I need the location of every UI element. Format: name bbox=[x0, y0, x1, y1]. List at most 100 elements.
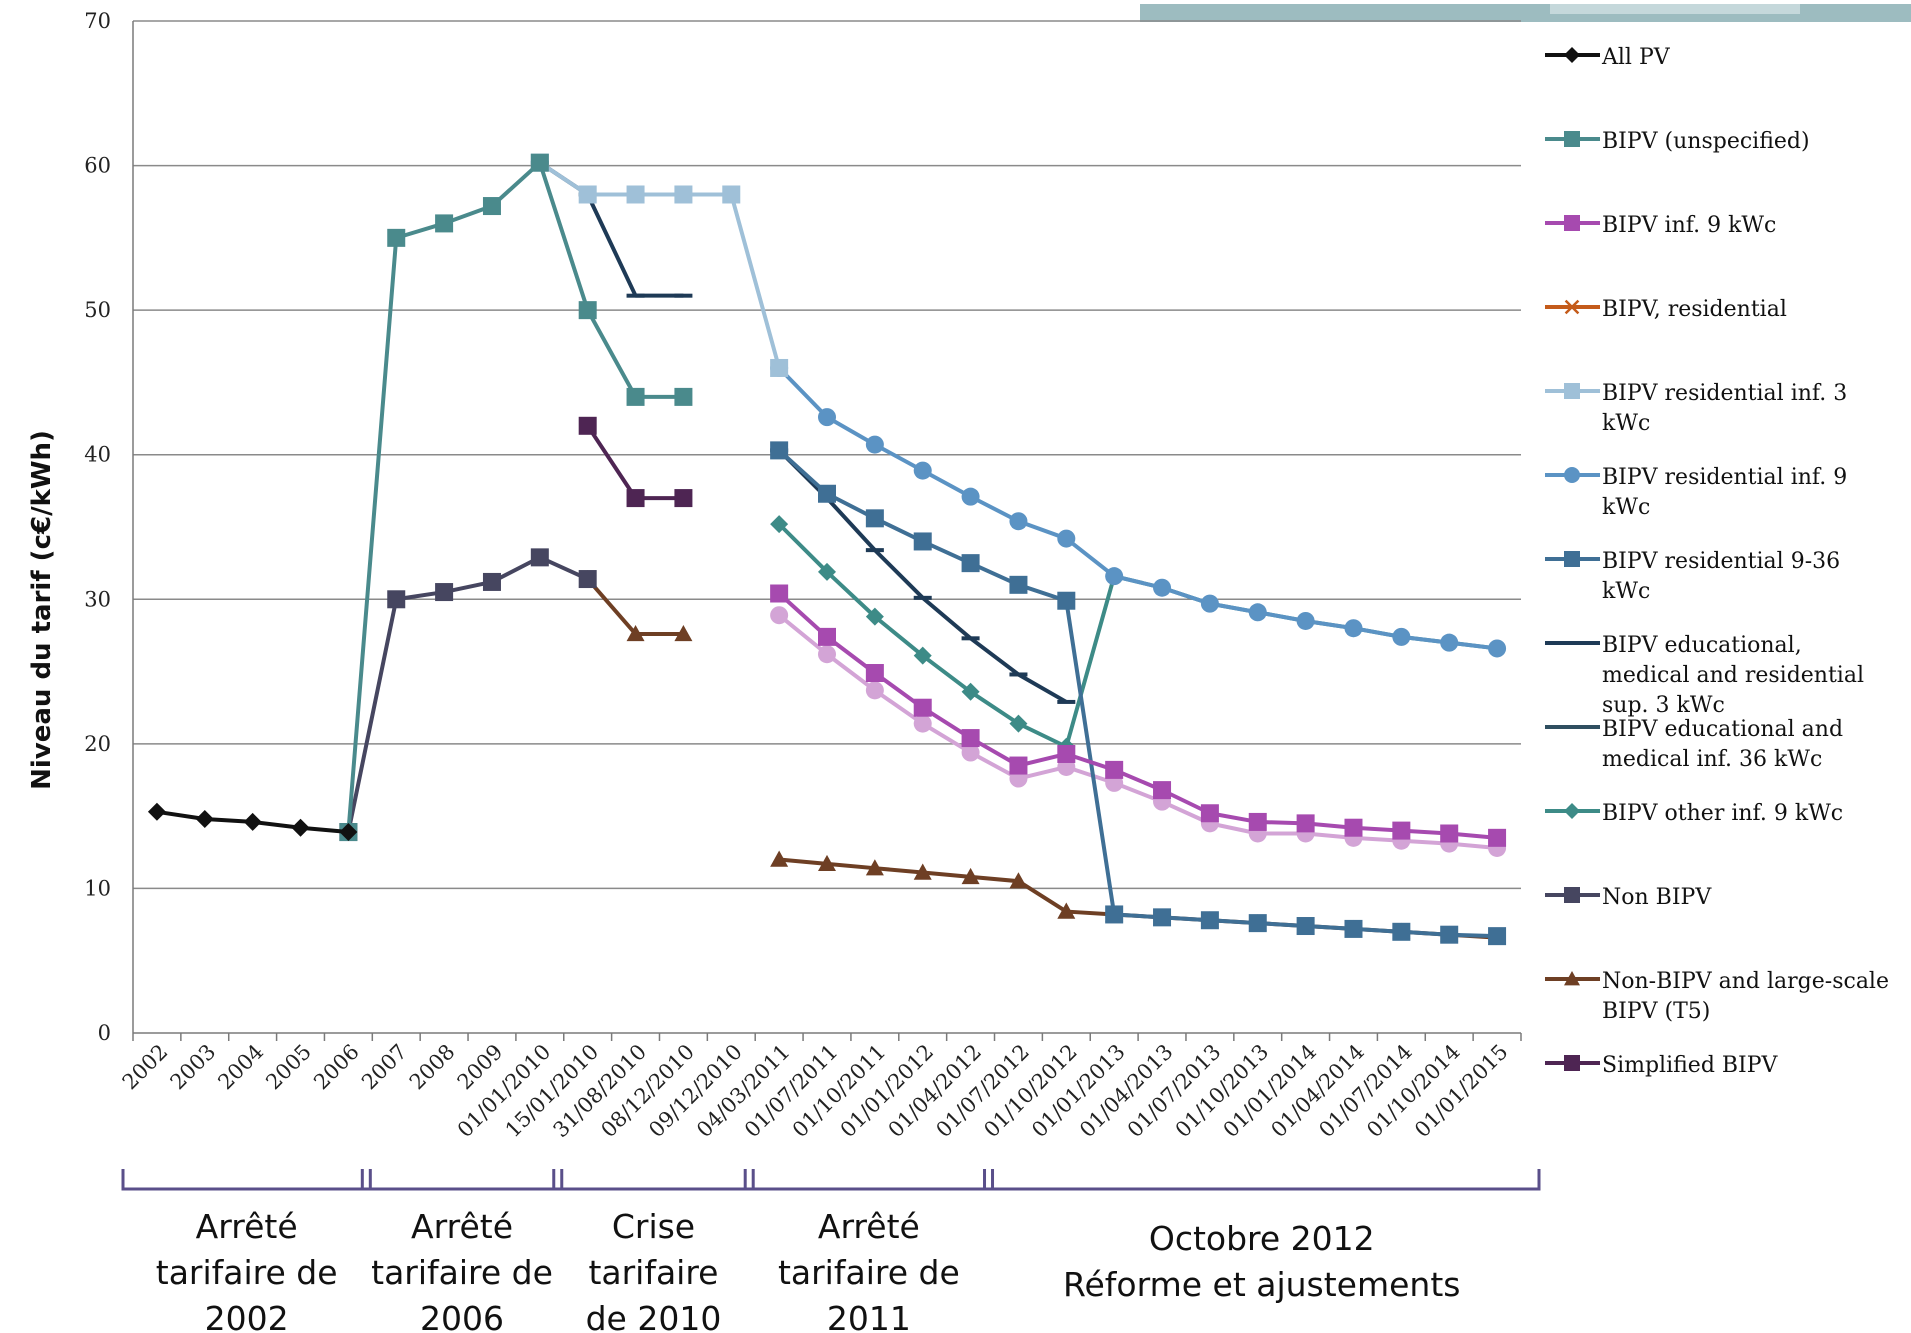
bracket-line bbox=[743, 1169, 995, 1191]
data-point bbox=[1488, 639, 1507, 658]
data-point bbox=[674, 293, 693, 298]
period-bracket: Octobre 2012 Réforme et ajustements bbox=[983, 1169, 1541, 1304]
data-point bbox=[195, 810, 214, 829]
period-label: Arrêté bbox=[196, 1207, 298, 1246]
data-point bbox=[530, 548, 549, 567]
data-point bbox=[865, 435, 884, 454]
data-point bbox=[1564, 383, 1580, 399]
data-point bbox=[1153, 908, 1172, 927]
series-line bbox=[778, 857, 1498, 940]
data-point bbox=[865, 607, 884, 626]
data-point bbox=[578, 185, 597, 204]
bracket-line bbox=[983, 1169, 1541, 1191]
legend-label: kWc bbox=[1602, 495, 1650, 520]
data-point bbox=[913, 714, 932, 733]
legend-item: BIPV residential inf. 9 kWc bbox=[1545, 465, 1847, 520]
data-point bbox=[626, 293, 645, 298]
data-point bbox=[961, 636, 980, 641]
legend-label: BIPV educational and bbox=[1602, 717, 1843, 742]
data-point bbox=[770, 850, 789, 867]
x-tick-label: 2003 bbox=[166, 1040, 221, 1095]
period-label: tarifaire de bbox=[778, 1253, 960, 1292]
data-point bbox=[1488, 828, 1507, 847]
period-label: 2006 bbox=[420, 1299, 504, 1333]
series-line bbox=[777, 592, 1498, 840]
data-point bbox=[961, 729, 980, 748]
y-tick-label: 60 bbox=[84, 154, 111, 178]
period-bracket: Arrêté tarifaire de 2002 bbox=[121, 1169, 372, 1333]
data-point bbox=[1440, 633, 1459, 652]
period-label: 2011 bbox=[827, 1299, 911, 1333]
data-point bbox=[1009, 714, 1028, 733]
data-point bbox=[818, 627, 836, 646]
data-point bbox=[865, 664, 884, 683]
y-tick-label: 50 bbox=[84, 298, 111, 322]
data-point bbox=[770, 441, 789, 460]
period-label: tarifaire bbox=[588, 1253, 718, 1292]
series-lines bbox=[147, 153, 1507, 946]
data-point bbox=[482, 572, 501, 591]
marker-stroke bbox=[1564, 299, 1580, 315]
period-bracket: Arrêté tarifaire de 2006 bbox=[360, 1169, 564, 1333]
data-point bbox=[1153, 781, 1172, 800]
data-point bbox=[913, 646, 932, 665]
data-point bbox=[674, 489, 693, 508]
data-point bbox=[1009, 872, 1028, 889]
series-bipv-residential-9-36-kwc bbox=[770, 441, 1507, 946]
data-point bbox=[1564, 131, 1580, 147]
legend-label: sup. 3 kWc bbox=[1602, 693, 1725, 718]
bracket-line bbox=[360, 1169, 564, 1191]
data-point bbox=[913, 698, 932, 717]
data-point bbox=[913, 532, 932, 551]
legend-label: Simplified BIPV bbox=[1602, 1053, 1779, 1078]
period-annotations: Arrêté tarifaire de 2002 Arrêté tarifaire de… bbox=[121, 1169, 1541, 1333]
axes: 0 10 20 30 40 50 60 70 2002200320042005200620072… bbox=[84, 9, 1522, 1142]
data-point bbox=[1248, 603, 1267, 622]
data-point bbox=[1200, 911, 1219, 930]
series-line bbox=[777, 448, 1498, 939]
data-point bbox=[1564, 1055, 1580, 1071]
data-point bbox=[770, 606, 789, 625]
y-tick-label: 10 bbox=[84, 876, 111, 900]
data-point bbox=[1296, 814, 1315, 833]
data-point bbox=[961, 867, 980, 885]
data-point bbox=[1344, 818, 1363, 837]
legend-item: Simplified BIPV bbox=[1545, 1053, 1779, 1078]
series-line bbox=[586, 424, 684, 501]
data-point bbox=[339, 823, 358, 842]
data-point bbox=[435, 214, 454, 233]
data-point bbox=[961, 682, 980, 701]
data-point bbox=[626, 185, 645, 204]
data-point bbox=[770, 584, 789, 603]
data-point bbox=[1564, 467, 1580, 483]
y-tick-label: 0 bbox=[98, 1021, 111, 1045]
legend-label: BIPV (unspecified) bbox=[1602, 129, 1810, 154]
data-point bbox=[1344, 919, 1363, 938]
bracket-line bbox=[552, 1169, 755, 1191]
data-point bbox=[1105, 567, 1124, 586]
data-point bbox=[626, 489, 645, 508]
data-point bbox=[1392, 922, 1411, 941]
series-line bbox=[538, 161, 782, 369]
data-point bbox=[961, 743, 980, 762]
legend: All PV BIPV (unspecified) BIPV inf. 9 kWc B… bbox=[1545, 45, 1889, 1078]
y-tick-label: 40 bbox=[84, 443, 111, 467]
data-point bbox=[1057, 744, 1076, 763]
data-point bbox=[1392, 627, 1411, 646]
legend-label: Non BIPV bbox=[1602, 885, 1712, 910]
legend-item: BIPV, residential bbox=[1545, 297, 1787, 322]
data-point bbox=[1564, 887, 1580, 903]
legend-item: BIPV residential inf. 3 kWc bbox=[1545, 381, 1847, 436]
bracket-line bbox=[121, 1169, 372, 1191]
data-point bbox=[1564, 299, 1580, 315]
gridlines bbox=[133, 20, 1521, 890]
legend-label: Non-BIPV and large-scale bbox=[1602, 969, 1889, 994]
series-bipv-residential-inf-3-kwc bbox=[530, 153, 789, 377]
period-label: Octobre 2012 bbox=[1149, 1219, 1375, 1258]
legend-item: Non BIPV bbox=[1545, 885, 1712, 910]
data-point bbox=[770, 515, 789, 534]
data-point bbox=[1248, 812, 1267, 831]
data-point bbox=[1057, 902, 1076, 919]
data-point bbox=[1564, 47, 1580, 63]
data-point bbox=[291, 818, 310, 837]
